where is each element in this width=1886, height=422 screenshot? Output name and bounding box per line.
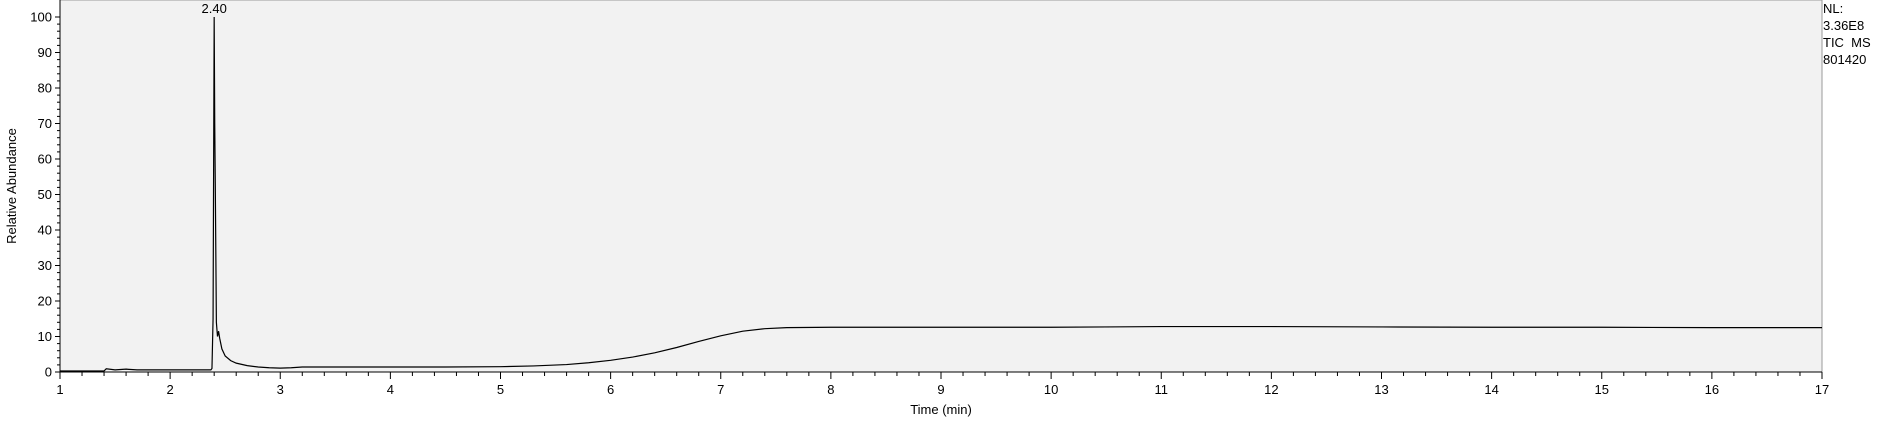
x-tick-label: 12 bbox=[1264, 382, 1278, 397]
x-tick-label: 7 bbox=[717, 382, 724, 397]
x-tick-label: 8 bbox=[827, 382, 834, 397]
x-tick-label: 16 bbox=[1705, 382, 1719, 397]
y-tick-label: 30 bbox=[38, 258, 52, 273]
plot-area bbox=[59, 0, 1823, 373]
y-tick-label: 50 bbox=[38, 187, 52, 202]
y-tick-label: 70 bbox=[38, 116, 52, 131]
x-tick-label: 15 bbox=[1595, 382, 1609, 397]
x-tick-label: 11 bbox=[1155, 382, 1169, 397]
y-tick-label: 80 bbox=[38, 81, 52, 96]
x-tick-label: 1 bbox=[56, 382, 63, 397]
x-tick-label: 5 bbox=[497, 382, 504, 397]
x-axis-title: Time (min) bbox=[910, 402, 972, 417]
trace-info-panel: NL: 3.36E8 TIC MS 801420 bbox=[1823, 0, 1871, 68]
x-tick-label: 4 bbox=[387, 382, 394, 397]
x-tick-label: 10 bbox=[1044, 382, 1058, 397]
x-tick-label: 17 bbox=[1815, 382, 1829, 397]
y-axis: 0 10 20 30 40 50 60 70 80 90 100 bbox=[30, 0, 61, 380]
x-tick-label: 2 bbox=[167, 382, 174, 397]
x-tick-label: 6 bbox=[607, 382, 614, 397]
y-tick-label: 90 bbox=[38, 45, 52, 60]
x-axis: 1 2 3 4 5 6 7 8 9 10 11 12 13 14 15 16 17 bbox=[56, 371, 1829, 397]
y-tick-label: 40 bbox=[38, 223, 52, 238]
y-tick-label: 60 bbox=[38, 152, 52, 167]
peak-label: 2.40 bbox=[202, 1, 227, 16]
sample-id: 801420 bbox=[1823, 52, 1867, 67]
x-tick-label: 3 bbox=[277, 382, 284, 397]
tic-trace-line bbox=[60, 16, 1822, 372]
x-tick-label: 13 bbox=[1374, 382, 1388, 397]
x-tick-label: 14 bbox=[1484, 382, 1498, 397]
x-tick-label: 9 bbox=[937, 382, 944, 397]
y-tick-label: 20 bbox=[38, 294, 52, 309]
nl-value: 3.36E8 bbox=[1823, 18, 1865, 33]
y-tick-label: 100 bbox=[30, 10, 52, 25]
trace-type: TIC MS bbox=[1823, 35, 1871, 50]
nl-label: NL: bbox=[1823, 1, 1844, 16]
y-tick-label: 10 bbox=[38, 329, 52, 344]
y-tick-label: 0 bbox=[45, 365, 52, 380]
y-axis-title: Relative Abundance bbox=[4, 128, 19, 244]
